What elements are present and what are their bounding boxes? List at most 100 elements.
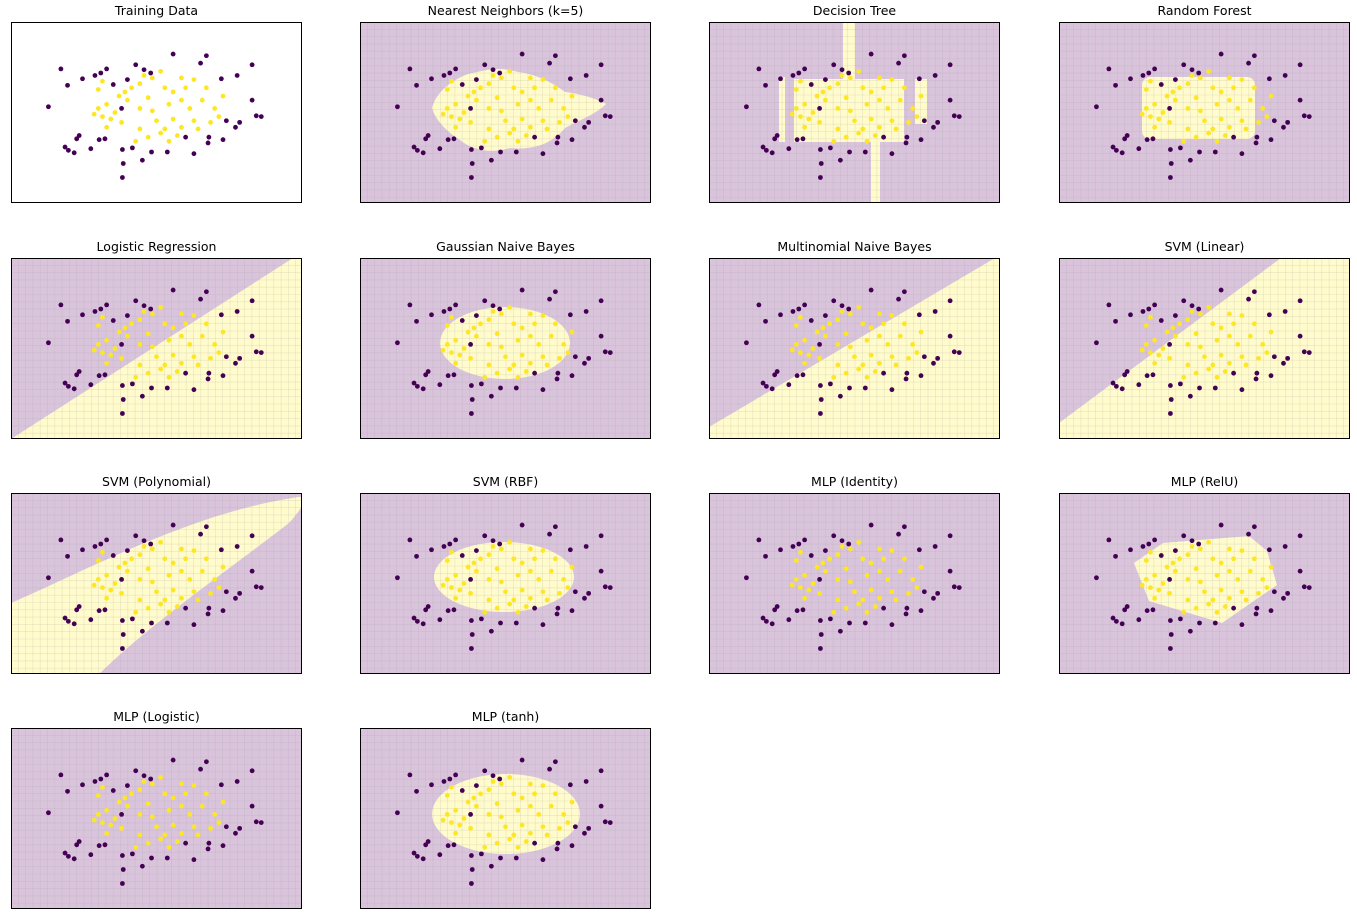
point-class1	[212, 341, 218, 347]
point-class0	[233, 124, 238, 130]
point-class0	[80, 312, 85, 318]
point-class1	[511, 362, 517, 368]
point-class1	[1251, 85, 1257, 91]
point-class1	[901, 85, 907, 91]
point-class0	[234, 779, 240, 784]
point-class0	[482, 298, 488, 304]
scatter-points	[395, 287, 613, 416]
point-class1	[453, 124, 459, 130]
point-class0	[441, 73, 447, 78]
axes-frame	[360, 22, 651, 203]
point-class1	[116, 799, 122, 805]
point-class0	[414, 788, 419, 794]
point-class0	[916, 76, 922, 82]
scatter-points	[395, 51, 613, 180]
point-class0	[233, 830, 238, 836]
point-class0	[497, 306, 503, 312]
mesh-grid	[709, 22, 1000, 203]
point-class1	[100, 820, 105, 826]
point-class1	[95, 793, 101, 798]
point-class0	[778, 547, 783, 553]
point-class0	[139, 393, 145, 399]
point-class0	[903, 140, 909, 146]
point-class1	[540, 354, 546, 360]
point-class1	[1185, 552, 1191, 558]
point-class0	[133, 768, 139, 774]
point-class0	[818, 632, 824, 637]
point-class0	[774, 369, 780, 374]
point-class0	[1218, 287, 1224, 293]
subplot-title: MLP (RelU)	[1170, 474, 1239, 489]
point-class1	[179, 595, 184, 601]
point-class1	[827, 85, 832, 91]
point-class0	[498, 855, 503, 861]
point-class0	[1113, 383, 1119, 389]
point-class1	[820, 560, 826, 566]
point-class1	[125, 333, 130, 339]
point-class1	[1247, 97, 1253, 103]
point-class0	[46, 104, 51, 110]
point-class1	[1185, 597, 1191, 603]
point-class1	[145, 801, 151, 807]
point-class1	[914, 114, 920, 120]
point-class0	[540, 622, 546, 628]
point-class0	[223, 118, 229, 124]
point-class1	[1239, 589, 1245, 595]
point-class1	[843, 566, 849, 572]
point-class1	[162, 85, 168, 91]
point-class1	[471, 89, 477, 95]
point-class1	[108, 587, 114, 593]
point-class0	[237, 119, 243, 125]
point-class1	[1206, 130, 1212, 136]
point-class0	[547, 296, 552, 302]
point-class0	[223, 824, 229, 830]
point-class1	[187, 576, 193, 582]
point-class0	[474, 548, 479, 553]
subplot-title: Multinomial Naive Bayes	[777, 239, 932, 254]
point-class0	[1301, 349, 1307, 355]
point-class1	[449, 549, 454, 555]
point-class0	[846, 306, 852, 312]
point-class1	[1256, 119, 1261, 125]
point-class1	[183, 791, 189, 797]
point-class0	[583, 779, 589, 784]
subplot-canvas	[709, 22, 1000, 203]
point-class0	[469, 175, 474, 180]
point-class1	[893, 362, 899, 368]
point-class1	[1264, 114, 1270, 120]
point-class1	[444, 793, 450, 798]
point-class1	[183, 321, 189, 327]
point-class1	[536, 576, 542, 582]
point-class1	[158, 539, 164, 545]
point-class0	[796, 306, 802, 312]
point-class0	[1187, 393, 1193, 399]
point-class0	[120, 881, 125, 886]
point-class0	[586, 825, 592, 831]
point-class1	[170, 116, 176, 122]
point-class1	[536, 811, 542, 817]
point-class1	[203, 321, 209, 327]
point-class0	[513, 620, 519, 626]
point-class0	[881, 370, 886, 376]
point-class1	[881, 321, 886, 327]
point-class1	[540, 783, 546, 788]
point-class0	[823, 313, 828, 318]
point-class1	[839, 309, 845, 314]
point-class1	[444, 811, 450, 817]
point-class1	[1193, 331, 1199, 337]
point-class0	[249, 803, 255, 809]
point-class1	[494, 605, 500, 611]
point-class1	[482, 844, 488, 850]
point-class1	[461, 110, 467, 115]
point-class0	[763, 147, 769, 153]
point-class1	[914, 585, 920, 591]
point-class0	[249, 62, 255, 68]
point-class0	[598, 768, 604, 774]
point-class1	[1148, 78, 1153, 84]
point-class0	[129, 851, 135, 857]
point-class1	[798, 585, 803, 591]
point-class0	[429, 547, 434, 553]
subplot-10: SVM (RBF)	[360, 474, 651, 674]
point-class1	[95, 558, 101, 563]
point-class1	[1185, 81, 1191, 87]
